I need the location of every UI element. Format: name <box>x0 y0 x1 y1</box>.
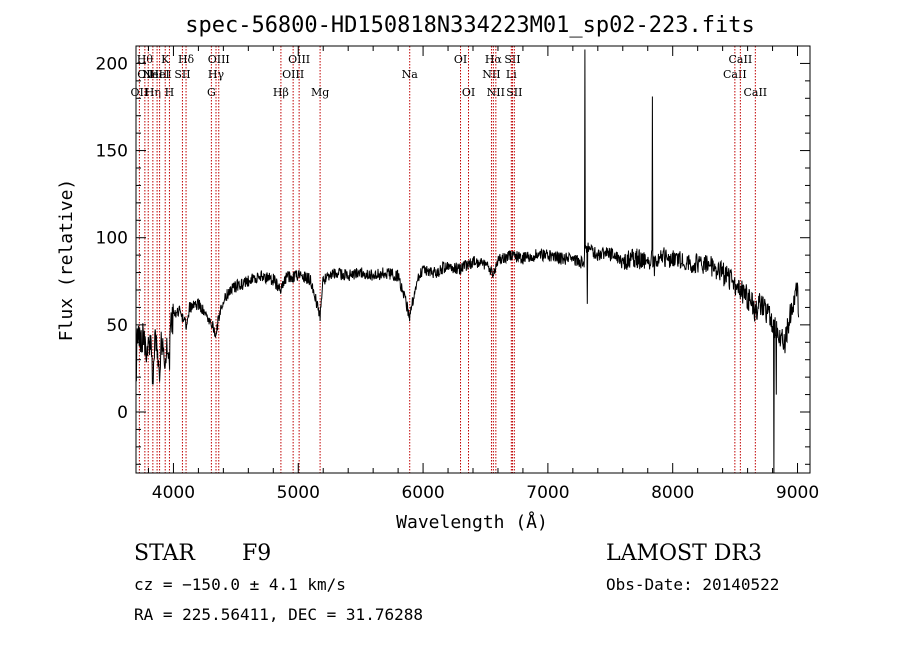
x-tick-label: 6000 <box>401 483 444 503</box>
spectral-line-label: Hθ <box>137 53 154 66</box>
x-axis-ticks: 4000 5000 6000 7000 8000 9000 <box>147 46 819 503</box>
spectral-line-label: H <box>165 86 175 99</box>
spectral-line-label: Hδ <box>178 53 195 66</box>
observation-date: Obs-Date: 20140522 <box>606 575 779 594</box>
spectral-line-label: NII <box>487 86 505 99</box>
y-axis-ticks: 0 50 100 150 200 <box>96 54 810 465</box>
y-tick-label: 50 <box>106 316 128 336</box>
x-tick-label: 9000 <box>776 483 819 503</box>
spectral-line-label: OIII <box>137 68 159 81</box>
spectral-line-label: SII <box>504 53 520 66</box>
y-tick-label: 100 <box>96 229 128 249</box>
spectral-line-label: OI <box>454 53 467 66</box>
coordinates-readout: RA = 225.56411, DEC = 31.76288 <box>134 605 423 624</box>
spectral-line-label: Hη <box>145 86 161 99</box>
x-tick-label: 7000 <box>526 483 569 503</box>
spectral-line-label: K <box>161 53 170 66</box>
spectral-line-label: OIII <box>282 68 304 81</box>
spectral-line-label: NeIII <box>143 68 172 81</box>
x-axis-label: Wavelength (Å) <box>396 511 548 533</box>
y-axis-label: Flux (relative) <box>56 179 77 342</box>
spectral-line-label: Hβ <box>273 86 289 99</box>
spectral-line-label: NII <box>482 68 500 81</box>
spectral-line-label: SII <box>174 68 190 81</box>
spectral-line-label: OI <box>462 86 475 99</box>
x-tick-label: 8000 <box>651 483 694 503</box>
object-class: STAR <box>134 541 196 566</box>
chart-title: spec-56800-HD150818N334223M01_sp02-223.f… <box>185 13 755 38</box>
spectral-line-label: Hα <box>485 53 503 66</box>
y-tick-label: 200 <box>96 54 128 74</box>
x-tick-label: 5000 <box>277 483 320 503</box>
spectral-line-label: Li <box>506 68 517 81</box>
y-tick-label: 0 <box>117 403 128 423</box>
x-tick-label: 4000 <box>152 483 195 503</box>
spectral-line-label: Hγ <box>208 68 225 81</box>
spectral-line-label: CaII <box>723 68 747 81</box>
spectral-line-label: OIII <box>208 53 230 66</box>
spectral-line-label: CaII <box>743 86 767 99</box>
spectrum-line <box>135 49 800 474</box>
object-subclass: F9 <box>242 541 271 566</box>
spectral-line-label: G <box>207 86 216 99</box>
spectral-line-label: OIII <box>288 53 310 66</box>
spectral-line-label: Na <box>402 68 419 81</box>
spectral-line-label: Mg <box>311 86 329 99</box>
spectral-line-label: SII <box>506 86 522 99</box>
spectral-line-label: OII <box>131 86 149 99</box>
spectral-line-label: CaII <box>729 53 753 66</box>
spectral-line-label: HeI <box>149 68 169 81</box>
redshift-readout: cz = −150.0 ± 4.1 km/s <box>134 575 346 594</box>
survey-name: LAMOST DR3 <box>606 541 762 566</box>
y-tick-label: 150 <box>96 142 128 162</box>
